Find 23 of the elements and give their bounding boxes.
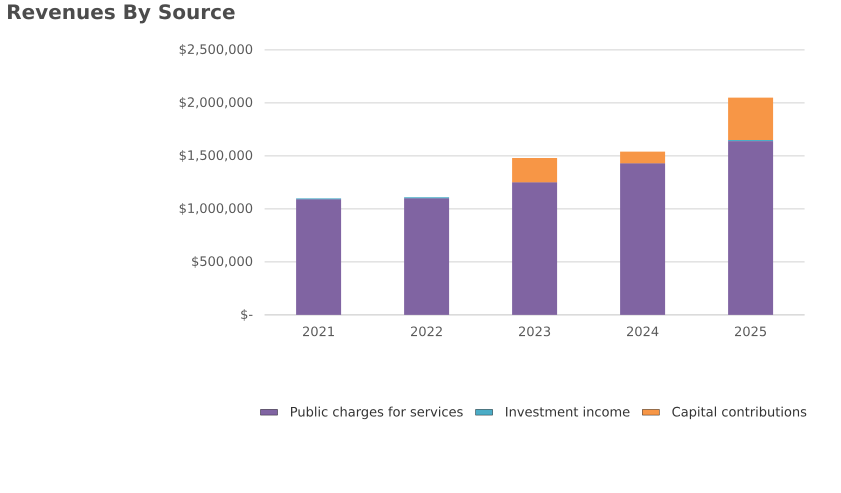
bar: [728, 141, 774, 315]
legend-label: Capital contributions: [672, 406, 806, 420]
x-tick-label: 2022: [411, 326, 442, 336]
bar: [296, 199, 342, 315]
chart-title: Revenues By Source: [8, 4, 235, 24]
bar: [512, 182, 558, 315]
legend-label: Public charges for services: [291, 406, 463, 420]
x-tick-label: 2023: [519, 326, 550, 336]
x-tick-label: 2025: [735, 326, 766, 336]
x-tick-label: 2024: [627, 326, 658, 336]
bar: [404, 198, 450, 315]
y-tick-label: $500,000: [192, 256, 252, 268]
y-tick-label: $2,500,000: [180, 44, 252, 56]
legend-label: Investment income: [506, 406, 630, 417]
y-tick-label: $2,000,000: [180, 97, 252, 109]
bar: [620, 152, 666, 164]
y-tick-label: $1,500,000: [180, 150, 252, 162]
bar: [728, 98, 774, 140]
y-tick-label: $1,000,000: [180, 203, 252, 215]
bar: [620, 163, 666, 315]
y-tick-label: $-: [241, 309, 252, 321]
x-tick-label: 2021: [303, 326, 334, 336]
bar: [512, 158, 558, 182]
